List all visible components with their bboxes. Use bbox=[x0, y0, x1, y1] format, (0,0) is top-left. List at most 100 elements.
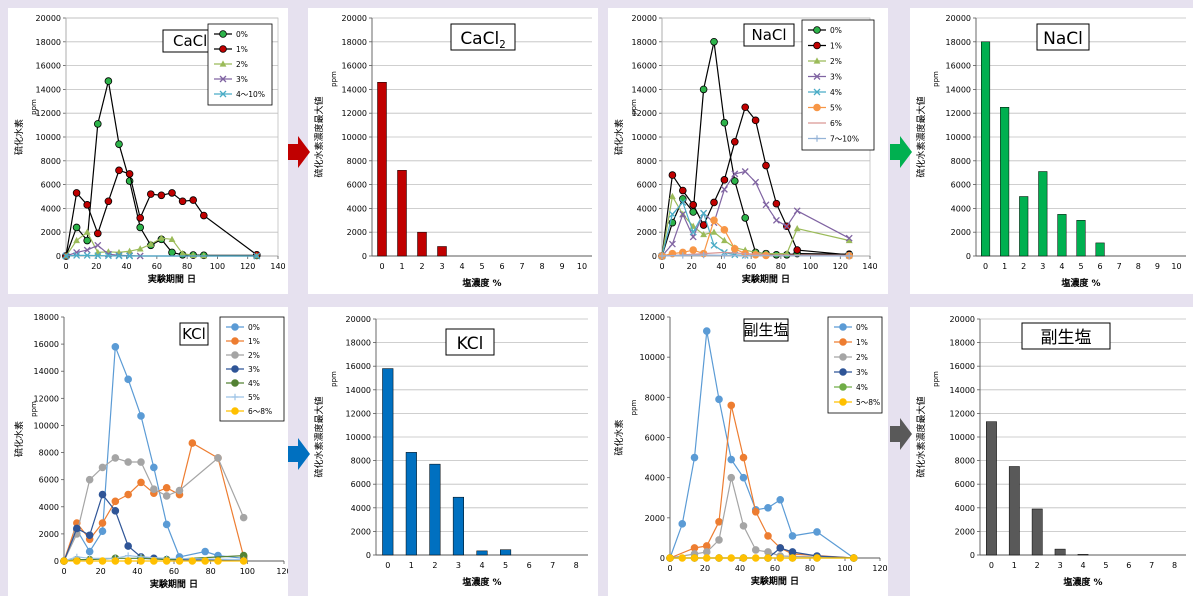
y-axis-unit: ppm bbox=[932, 71, 940, 87]
data-point bbox=[219, 60, 227, 67]
legend-label: 2% bbox=[248, 351, 260, 360]
legend-label: 0% bbox=[248, 323, 260, 332]
data-point bbox=[710, 198, 718, 207]
y-tick-label: 8000 bbox=[39, 449, 59, 458]
data-point bbox=[124, 458, 132, 466]
data-point bbox=[668, 171, 677, 179]
data-point bbox=[83, 201, 91, 209]
chart-svg: 0200040006000800010000120001400016000180… bbox=[313, 315, 588, 588]
series-6〜8% bbox=[60, 557, 248, 565]
data-point bbox=[678, 554, 687, 562]
y-tick-label: 16000 bbox=[946, 62, 971, 71]
data-point bbox=[731, 170, 739, 178]
data-point bbox=[83, 236, 91, 245]
y-tick-label: 18000 bbox=[36, 38, 61, 47]
y-tick-label: 14000 bbox=[950, 386, 975, 395]
data-point bbox=[715, 395, 723, 404]
data-point bbox=[111, 497, 120, 506]
legend-label: 1% bbox=[830, 42, 842, 51]
data-point bbox=[739, 473, 748, 482]
data-point bbox=[700, 230, 707, 238]
bar-0 bbox=[382, 368, 394, 556]
data-point bbox=[793, 246, 802, 254]
data-point bbox=[253, 252, 261, 260]
data-point bbox=[83, 246, 91, 254]
y-tick-label: 4000 bbox=[637, 204, 657, 213]
chart-title-box: KCl bbox=[179, 322, 209, 346]
data-point bbox=[721, 252, 728, 259]
data-point bbox=[741, 168, 749, 175]
by-product-salt-bar-chart: 0 2000 4000 6000 8000 10000 12000 14000 16000 180… bbox=[910, 307, 1193, 596]
legend-label: 4〜10% bbox=[236, 90, 265, 99]
data-point bbox=[776, 495, 785, 504]
data-point bbox=[168, 235, 176, 242]
y-tick-label: 0 bbox=[366, 551, 371, 560]
y-tick-label: 10000 bbox=[950, 433, 975, 442]
data-point bbox=[72, 223, 81, 232]
chart-title-box: NaCl bbox=[743, 23, 795, 47]
cacl2-bar-chart: 0 2000 4000 6000 8000 10000 12000 14000 16000 180… bbox=[308, 8, 598, 294]
data-point bbox=[690, 554, 699, 562]
x-tick-label: 100 bbox=[240, 567, 255, 576]
legend-label: 2% bbox=[830, 57, 842, 66]
x-tick-label: 20 bbox=[700, 564, 710, 573]
bar-4 bbox=[1057, 214, 1067, 257]
y-tick-label: 4000 bbox=[645, 474, 665, 483]
x-tick-label: 80 bbox=[206, 567, 216, 576]
data-point bbox=[813, 57, 821, 64]
y-tick-label: 4000 bbox=[39, 503, 59, 512]
y-tick-label: 10000 bbox=[342, 133, 367, 142]
arrow-right-icon bbox=[890, 136, 912, 168]
x-tick-label: 8 bbox=[1172, 561, 1177, 570]
bar-0 bbox=[986, 421, 997, 556]
legend-label: 1% bbox=[856, 338, 868, 347]
x-tick-label: 20 bbox=[687, 262, 697, 271]
x-tick-label: 5 bbox=[1078, 262, 1083, 271]
data-point bbox=[62, 252, 70, 260]
series-line bbox=[63, 346, 244, 562]
legend-label: 1% bbox=[236, 45, 248, 54]
legend-label: 2% bbox=[236, 60, 248, 69]
x-tick-label: 0 bbox=[659, 262, 664, 271]
data-point bbox=[764, 532, 772, 540]
data-point bbox=[162, 557, 171, 565]
y-tick-label: 12000 bbox=[950, 409, 975, 418]
y-tick-label: 10000 bbox=[346, 433, 371, 442]
y-tick-label: 16000 bbox=[632, 62, 657, 71]
x-tick-label: 4 bbox=[479, 561, 484, 570]
x-tick-label: 80 bbox=[182, 262, 192, 271]
data-point bbox=[813, 528, 821, 536]
x-tick-label: 100 bbox=[210, 262, 225, 271]
legend-label: 6〜8% bbox=[248, 407, 272, 416]
legend-label: 3% bbox=[830, 73, 842, 82]
data-point bbox=[168, 189, 176, 197]
data-point bbox=[793, 207, 801, 215]
data-point bbox=[813, 554, 821, 562]
x-tick-label: 8 bbox=[574, 561, 579, 570]
data-point bbox=[762, 161, 770, 170]
series-line bbox=[65, 244, 257, 257]
data-point bbox=[83, 251, 91, 259]
y-axis-unit: ppm bbox=[932, 371, 940, 387]
chart-title-box: CaCl2 bbox=[450, 23, 516, 51]
y-tick-label: 16000 bbox=[36, 62, 61, 71]
data-point bbox=[739, 453, 748, 462]
y-tick-label: 2000 bbox=[637, 228, 657, 237]
data-point bbox=[124, 557, 132, 565]
data-point bbox=[231, 323, 239, 331]
data-point bbox=[115, 140, 123, 148]
x-tick-label: 4 bbox=[459, 262, 464, 271]
data-point bbox=[689, 201, 697, 209]
y-tick-label: 18000 bbox=[34, 313, 59, 322]
chart-title: 副生塩 bbox=[1041, 328, 1092, 348]
x-tick-label: 40 bbox=[716, 262, 726, 271]
x-axis-label: 実験期間 日 bbox=[751, 575, 799, 587]
data-point bbox=[137, 478, 145, 487]
y-tick-label: 8000 bbox=[41, 157, 61, 166]
x-tick-label: 40 bbox=[121, 262, 131, 271]
y-tick-label: 18000 bbox=[950, 339, 975, 348]
y-tick-label: 10000 bbox=[632, 133, 657, 142]
chart-svg: 0200040006000800010000120001400016000180… bbox=[613, 14, 878, 285]
y-tick-label: 16000 bbox=[950, 362, 975, 371]
data-point bbox=[179, 250, 186, 257]
